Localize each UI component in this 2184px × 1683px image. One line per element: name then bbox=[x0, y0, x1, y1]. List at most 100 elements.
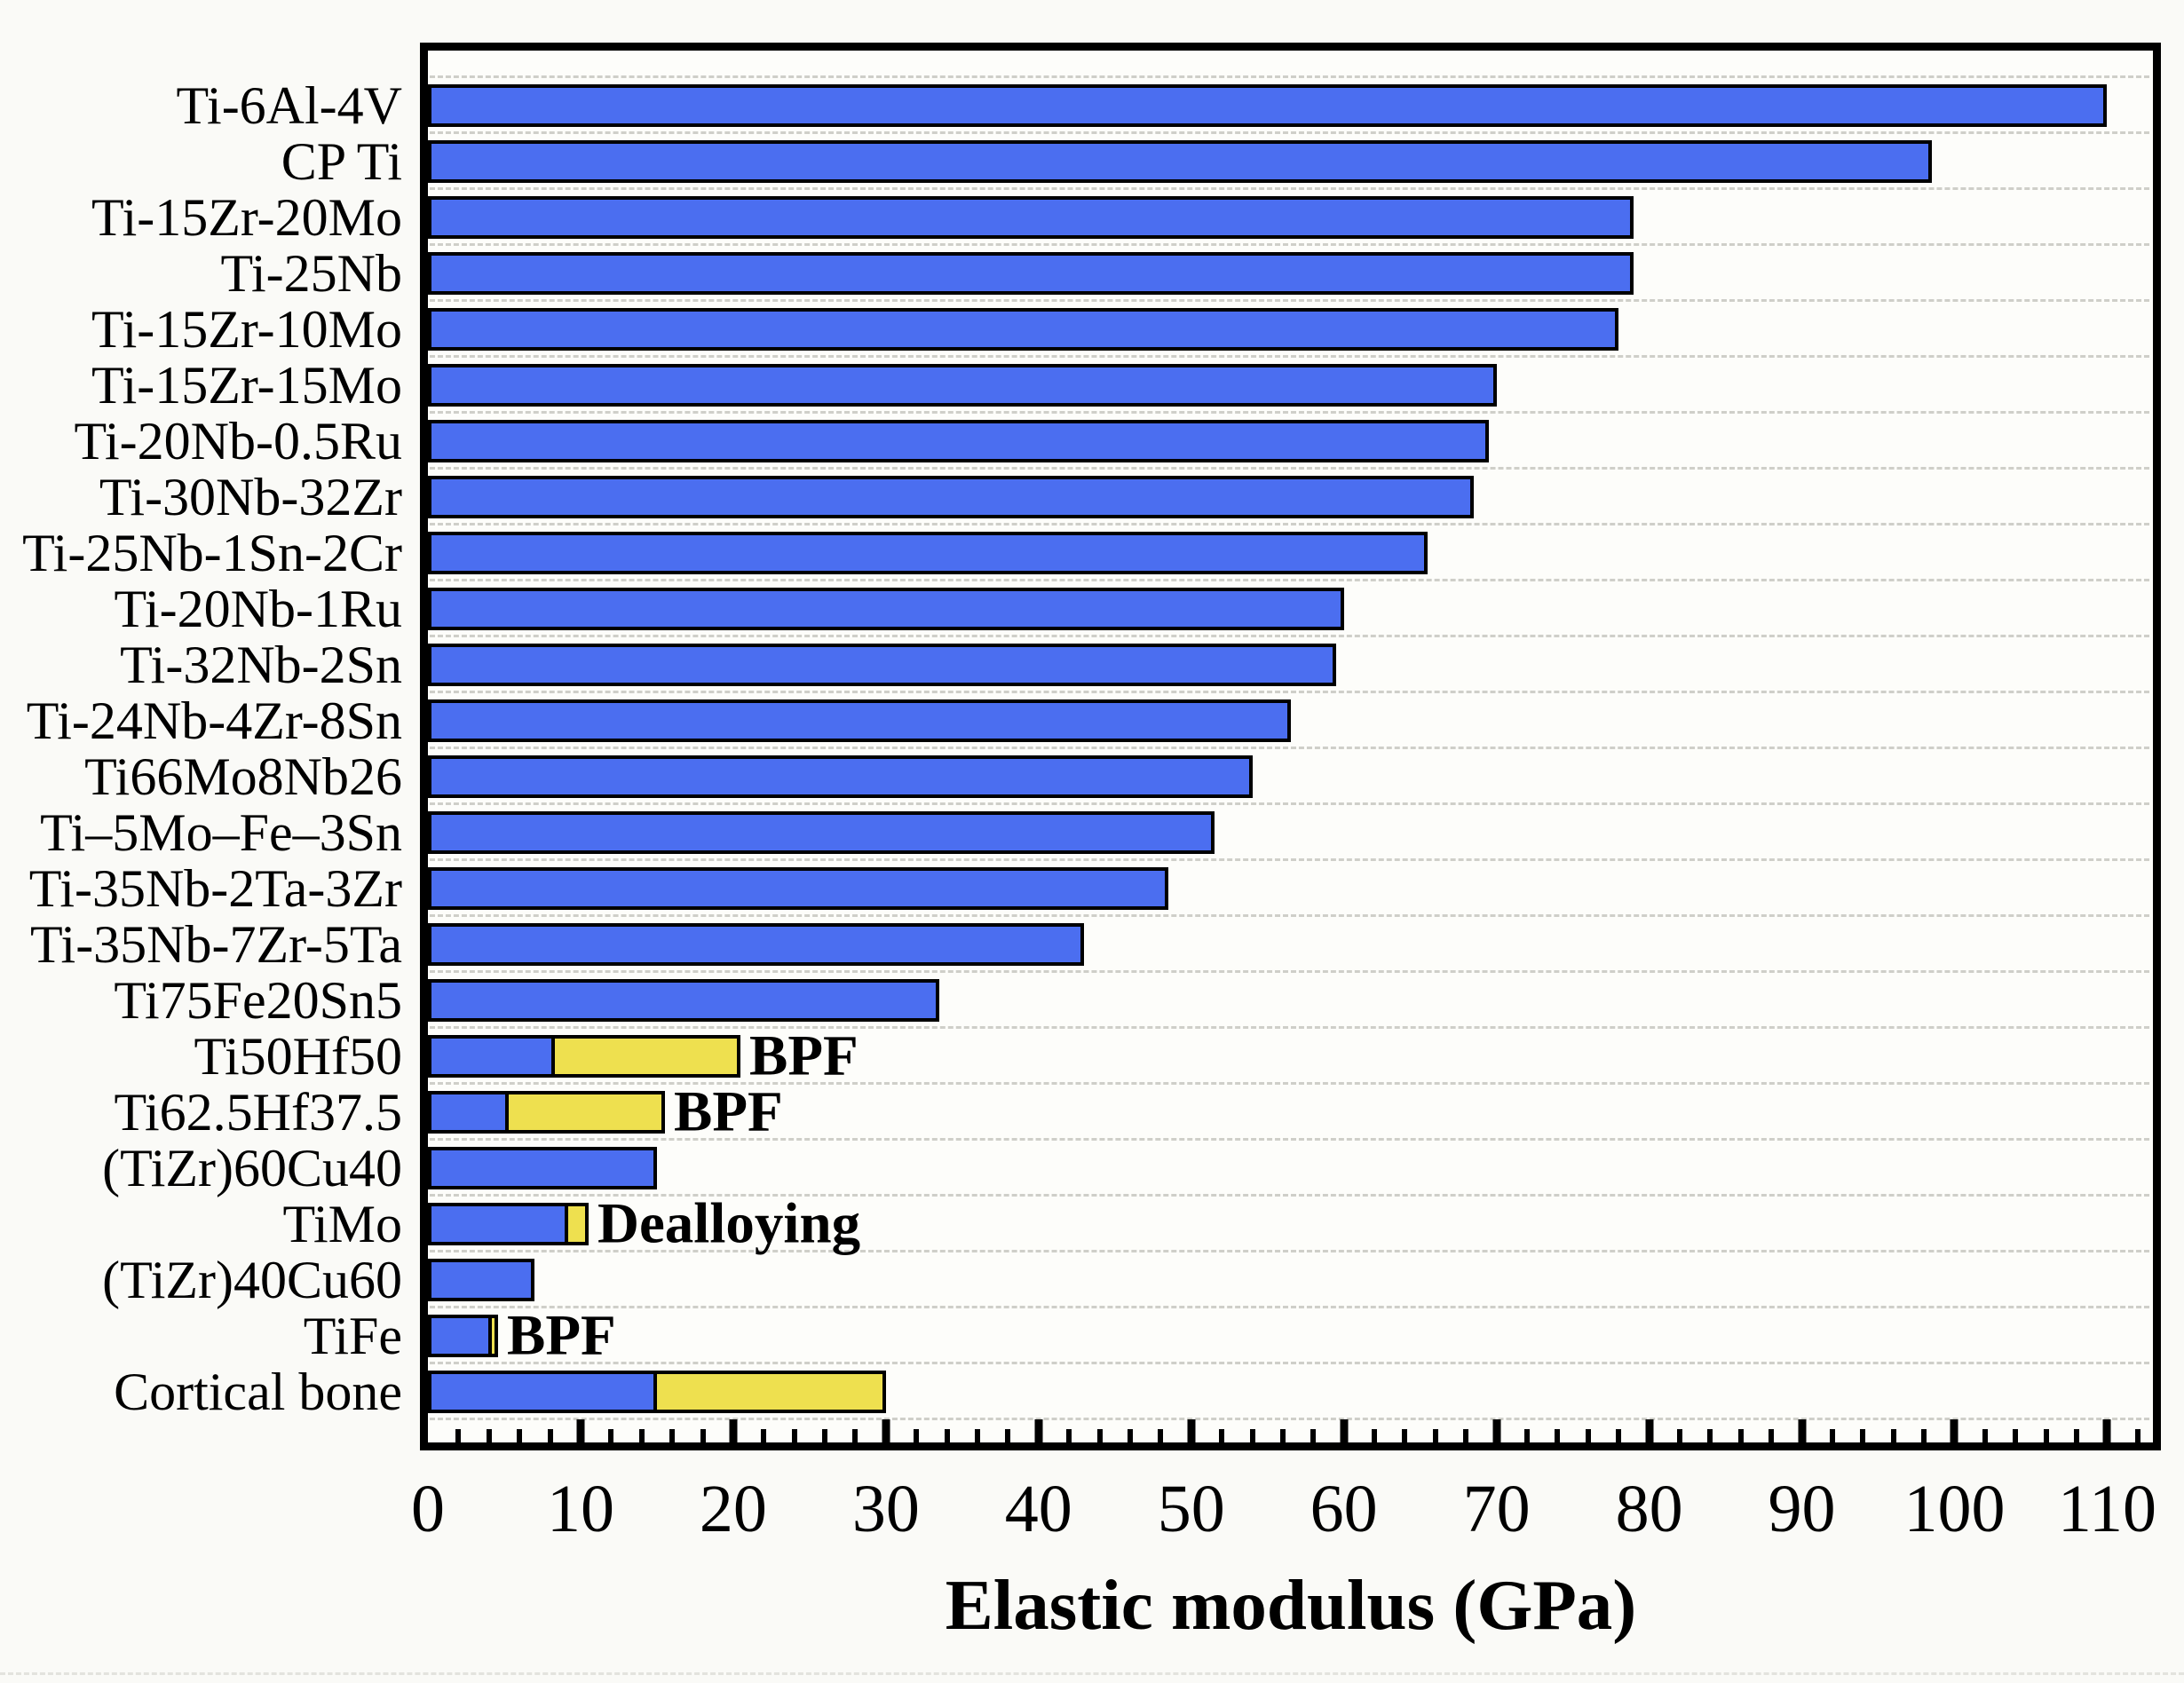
x-minor-tick bbox=[700, 1429, 706, 1442]
gridline bbox=[430, 467, 2149, 470]
x-major-tick bbox=[2102, 1419, 2111, 1442]
x-minor-tick bbox=[791, 1429, 797, 1442]
category-label: CP Ti bbox=[281, 132, 402, 191]
x-minor-tick bbox=[1524, 1429, 1531, 1442]
gridline bbox=[430, 355, 2149, 358]
x-tick-label: 100 bbox=[1903, 1472, 2006, 1546]
gridline bbox=[430, 691, 2149, 693]
x-minor-tick bbox=[1829, 1429, 1835, 1442]
category-label: Ti-25Nb-1Sn-2Cr bbox=[22, 524, 402, 582]
x-minor-tick bbox=[1219, 1429, 1225, 1442]
x-minor-tick bbox=[822, 1429, 828, 1442]
category-label: Ti66Mo8Nb26 bbox=[84, 747, 402, 806]
x-minor-tick bbox=[1982, 1429, 1988, 1442]
bar bbox=[428, 420, 1489, 462]
x-minor-tick bbox=[2013, 1429, 2019, 1442]
x-minor-tick bbox=[1676, 1429, 1682, 1442]
gridline bbox=[430, 1418, 2149, 1420]
x-tick-label: 50 bbox=[1157, 1472, 1225, 1546]
x-tick-label: 40 bbox=[1004, 1472, 1072, 1546]
category-labels: Ti-6Al-4V CP Ti Ti-15Zr-20Mo Ti-25Nb Ti-15Zr… bbox=[0, 0, 413, 1683]
category-label: Ti-35Nb-2Ta-3Zr bbox=[28, 859, 402, 918]
x-tick-label: 20 bbox=[699, 1472, 767, 1546]
gridline bbox=[430, 914, 2149, 917]
x-minor-tick bbox=[1249, 1429, 1255, 1442]
bar bbox=[428, 476, 1474, 518]
bar bbox=[428, 532, 1428, 574]
category-label: TiMo bbox=[282, 1195, 402, 1253]
x-minor-tick bbox=[1279, 1429, 1286, 1442]
x-tick-label: 70 bbox=[1462, 1472, 1531, 1546]
category-label: Ti-35Nb-7Zr-5Ta bbox=[29, 915, 402, 974]
category-label: (TiZr)40Cu60 bbox=[102, 1251, 402, 1309]
category-label: Ti–5Mo–Fe–3Sn bbox=[40, 803, 402, 862]
bar bbox=[428, 1203, 568, 1245]
x-axis-title: Elastic modulus (GPa) bbox=[945, 1565, 1637, 1645]
bar bbox=[428, 1371, 657, 1413]
category-label: Ti-15Zr-10Mo bbox=[91, 300, 402, 359]
bar bbox=[428, 252, 1634, 295]
gridline bbox=[430, 579, 2149, 581]
bar-annotation: BPF bbox=[749, 1023, 859, 1088]
bar bbox=[428, 140, 1932, 183]
category-label: Ti-32Nb-2Sn bbox=[120, 636, 402, 694]
x-minor-tick bbox=[1737, 1429, 1744, 1442]
x-minor-tick bbox=[1616, 1429, 1622, 1442]
x-minor-tick bbox=[2134, 1429, 2140, 1442]
x-minor-tick bbox=[852, 1429, 859, 1442]
x-minor-tick bbox=[608, 1429, 614, 1442]
x-minor-tick bbox=[1005, 1429, 1011, 1442]
x-minor-tick bbox=[975, 1429, 980, 1442]
x-major-tick bbox=[729, 1419, 738, 1442]
x-minor-tick bbox=[914, 1429, 920, 1442]
x-minor-tick bbox=[1372, 1429, 1378, 1442]
bar-annotation: BPF bbox=[507, 1303, 616, 1368]
gridline bbox=[430, 635, 2149, 637]
gridline bbox=[430, 802, 2149, 805]
x-major-tick bbox=[1950, 1419, 1958, 1442]
bar bbox=[428, 308, 1618, 351]
bar bbox=[428, 84, 2107, 127]
bar bbox=[428, 1091, 509, 1134]
x-minor-tick bbox=[1432, 1429, 1438, 1442]
figure-bottom-edge bbox=[0, 1672, 2184, 1675]
gridline bbox=[430, 75, 2149, 78]
plot-area: BPF BPF Dealloying BPF bbox=[428, 51, 2153, 1442]
gridline bbox=[430, 131, 2149, 134]
x-tick-label: 10 bbox=[546, 1472, 614, 1546]
x-minor-tick bbox=[1585, 1429, 1591, 1442]
x-tick-label: 60 bbox=[1310, 1472, 1378, 1546]
x-minor-tick bbox=[1463, 1429, 1469, 1442]
x-tick-label: 90 bbox=[1768, 1472, 1836, 1546]
category-label: Ti-6Al-4V bbox=[176, 76, 402, 135]
gridline bbox=[430, 1082, 2149, 1085]
bar bbox=[428, 1315, 492, 1357]
bar-annotation: BPF bbox=[674, 1079, 783, 1144]
x-minor-tick bbox=[2074, 1429, 2080, 1442]
bar bbox=[428, 1259, 534, 1301]
gridline bbox=[430, 858, 2149, 861]
category-label: Ti50Hf50 bbox=[194, 1027, 402, 1086]
gridline bbox=[430, 747, 2149, 749]
x-minor-tick bbox=[1555, 1429, 1561, 1442]
bar bbox=[428, 923, 1084, 966]
x-major-tick bbox=[576, 1419, 585, 1442]
category-label: Ti-15Zr-20Mo bbox=[91, 188, 402, 247]
bar bbox=[428, 811, 1215, 854]
x-major-tick bbox=[1340, 1419, 1349, 1442]
x-major-tick bbox=[1645, 1419, 1654, 1442]
x-minor-tick bbox=[1096, 1429, 1103, 1442]
x-major-tick bbox=[882, 1419, 890, 1442]
x-minor-tick bbox=[455, 1429, 462, 1442]
x-minor-tick bbox=[486, 1429, 492, 1442]
bar bbox=[428, 699, 1291, 742]
x-minor-tick bbox=[944, 1429, 950, 1442]
bar-annotation: Dealloying bbox=[597, 1191, 861, 1256]
gridline bbox=[430, 299, 2149, 302]
x-minor-tick bbox=[638, 1429, 645, 1442]
x-minor-tick bbox=[669, 1429, 676, 1442]
category-label: Ti-30Nb-32Zr bbox=[99, 468, 402, 526]
x-minor-tick bbox=[1127, 1429, 1133, 1442]
gridline bbox=[430, 1026, 2149, 1029]
